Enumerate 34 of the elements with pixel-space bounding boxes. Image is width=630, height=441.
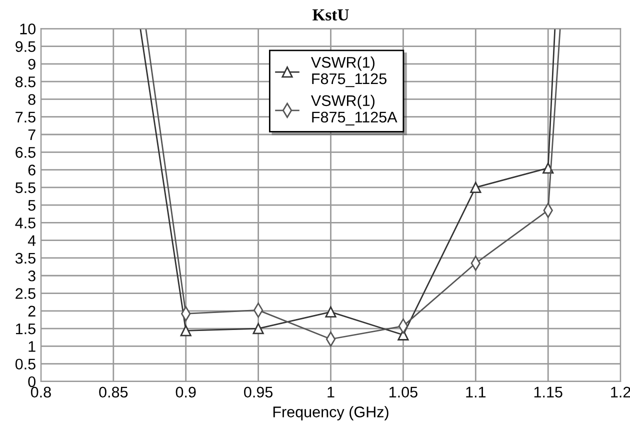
y-tick-label: 3: [28, 270, 36, 282]
y-tick-label: 9.5: [16, 41, 36, 52]
y-tick-label: 0: [28, 376, 36, 388]
x-tick-label: 1.05: [390, 386, 418, 398]
y-tick-label: 10: [20, 24, 36, 34]
y-tick-label: 7: [28, 130, 36, 140]
x-tick-label: 1.1: [466, 386, 486, 398]
chart-title: KstU: [312, 9, 349, 20]
y-tick-label: 2.5: [16, 288, 36, 299]
y-tick-label: 1.5: [16, 324, 36, 334]
y-tick-label: 7.5: [16, 112, 36, 123]
x-tick-label: 1: [328, 386, 334, 398]
x-tick-label: 0.85: [99, 386, 128, 398]
legend-label: VSWR(1) F875_1125: [311, 56, 386, 88]
y-tick-label: 5: [28, 200, 36, 211]
y-tick-label: 2: [28, 306, 36, 316]
y-tick-label: 9: [28, 58, 36, 70]
y-tick-label: 8.5: [16, 76, 36, 88]
x-tick-label: 1.2: [611, 386, 630, 398]
y-tick-label: 0.5: [15, 358, 36, 370]
y-tick-label: 4.5: [15, 218, 36, 228]
y-tick-label: 6.5: [16, 147, 36, 158]
y-tick-label: 5.5: [15, 182, 36, 194]
legend-label: VSWR(1) F875_1125A: [311, 94, 398, 126]
x-tick-label: 0.95: [244, 386, 273, 398]
y-tick-label: 8: [28, 94, 36, 105]
x-axis-title: Frequency (GHz): [273, 406, 388, 420]
x-tick-label: 1.15: [534, 386, 562, 398]
x-tick-label: 0.9: [176, 386, 196, 398]
y-tick-label: 1: [28, 341, 36, 352]
x-tick-label: 0.8: [30, 386, 51, 398]
y-tick-label: 6: [28, 164, 36, 176]
y-tick-label: 4: [28, 235, 36, 246]
y-tick-label: 3.5: [15, 252, 36, 264]
